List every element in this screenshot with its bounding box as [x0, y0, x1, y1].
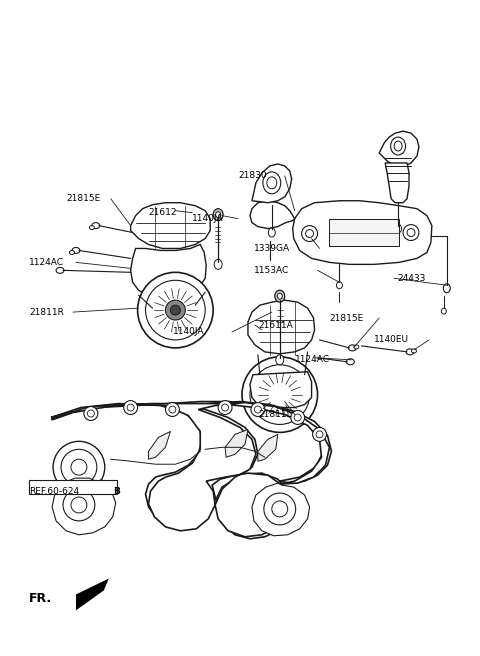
Circle shape — [270, 384, 290, 405]
Text: 21811R: 21811R — [29, 308, 64, 317]
Polygon shape — [252, 164, 292, 203]
Text: FR.: FR. — [29, 592, 52, 605]
Polygon shape — [250, 201, 295, 228]
Text: 1339GA: 1339GA — [254, 244, 290, 253]
Text: 21612: 21612 — [148, 208, 177, 217]
Ellipse shape — [277, 293, 282, 299]
Ellipse shape — [395, 224, 402, 233]
Ellipse shape — [263, 172, 281, 194]
Text: 1140EU: 1140EU — [374, 335, 409, 344]
Circle shape — [301, 226, 318, 241]
Circle shape — [250, 365, 310, 424]
Ellipse shape — [336, 282, 342, 289]
Text: 1124AC: 1124AC — [295, 356, 330, 364]
Ellipse shape — [394, 141, 402, 151]
Text: B: B — [113, 487, 120, 495]
Ellipse shape — [70, 251, 74, 255]
Circle shape — [222, 404, 228, 411]
Ellipse shape — [354, 345, 359, 349]
Circle shape — [124, 401, 138, 415]
Text: 21811L: 21811L — [258, 410, 291, 419]
Ellipse shape — [216, 212, 221, 218]
Text: 1140JA: 1140JA — [192, 214, 224, 223]
Circle shape — [71, 459, 87, 475]
Ellipse shape — [72, 247, 80, 253]
Text: 24433: 24433 — [397, 274, 425, 283]
Text: 21815E: 21815E — [329, 314, 364, 323]
Ellipse shape — [348, 345, 356, 351]
Circle shape — [403, 224, 419, 241]
Polygon shape — [51, 403, 329, 537]
Polygon shape — [131, 203, 210, 249]
Circle shape — [71, 497, 87, 513]
Text: 1153AC: 1153AC — [254, 266, 289, 275]
Ellipse shape — [411, 349, 417, 353]
Polygon shape — [225, 430, 248, 457]
Ellipse shape — [347, 359, 354, 365]
Ellipse shape — [276, 355, 284, 365]
Circle shape — [254, 406, 262, 413]
Circle shape — [53, 441, 105, 493]
Ellipse shape — [268, 228, 276, 237]
Text: 21611A: 21611A — [258, 321, 293, 329]
Circle shape — [275, 390, 285, 400]
Circle shape — [312, 428, 326, 441]
Circle shape — [138, 272, 213, 348]
Circle shape — [306, 230, 313, 237]
Text: 21815E: 21815E — [66, 194, 100, 203]
Circle shape — [351, 224, 367, 241]
Circle shape — [61, 449, 97, 485]
Text: 1124AC: 1124AC — [29, 258, 64, 267]
Ellipse shape — [56, 268, 64, 274]
Circle shape — [84, 407, 98, 420]
Polygon shape — [148, 432, 170, 459]
Circle shape — [166, 403, 180, 417]
Polygon shape — [248, 300, 314, 354]
Circle shape — [242, 357, 318, 432]
Ellipse shape — [267, 177, 277, 189]
Circle shape — [294, 414, 301, 421]
Polygon shape — [51, 401, 332, 539]
Text: 1140JA: 1140JA — [173, 327, 205, 337]
Polygon shape — [131, 245, 206, 298]
Circle shape — [87, 410, 95, 417]
Circle shape — [169, 406, 176, 413]
Circle shape — [127, 404, 134, 411]
Circle shape — [170, 305, 180, 315]
Circle shape — [264, 493, 296, 525]
Ellipse shape — [214, 259, 222, 270]
Polygon shape — [252, 483, 310, 536]
Polygon shape — [258, 434, 278, 461]
Polygon shape — [379, 131, 419, 167]
Polygon shape — [76, 579, 109, 610]
Circle shape — [291, 411, 305, 424]
Circle shape — [355, 228, 363, 237]
Circle shape — [407, 228, 415, 237]
Ellipse shape — [406, 349, 414, 355]
Ellipse shape — [444, 284, 450, 293]
Text: REF.60-624: REF.60-624 — [29, 487, 79, 495]
Ellipse shape — [275, 290, 285, 302]
Circle shape — [251, 403, 265, 417]
Bar — [29, 480, 117, 494]
Circle shape — [145, 280, 205, 340]
Circle shape — [316, 431, 323, 438]
Ellipse shape — [92, 222, 100, 228]
Polygon shape — [385, 163, 409, 203]
Circle shape — [63, 489, 95, 521]
Ellipse shape — [441, 308, 446, 314]
Ellipse shape — [213, 209, 223, 220]
Bar — [329, 218, 399, 247]
Circle shape — [218, 401, 232, 415]
Polygon shape — [293, 201, 432, 264]
Ellipse shape — [89, 226, 95, 230]
Ellipse shape — [391, 137, 406, 155]
Text: 21830: 21830 — [238, 171, 266, 180]
Polygon shape — [52, 478, 116, 535]
Circle shape — [272, 501, 288, 517]
Circle shape — [166, 300, 185, 320]
Polygon shape — [250, 372, 312, 407]
